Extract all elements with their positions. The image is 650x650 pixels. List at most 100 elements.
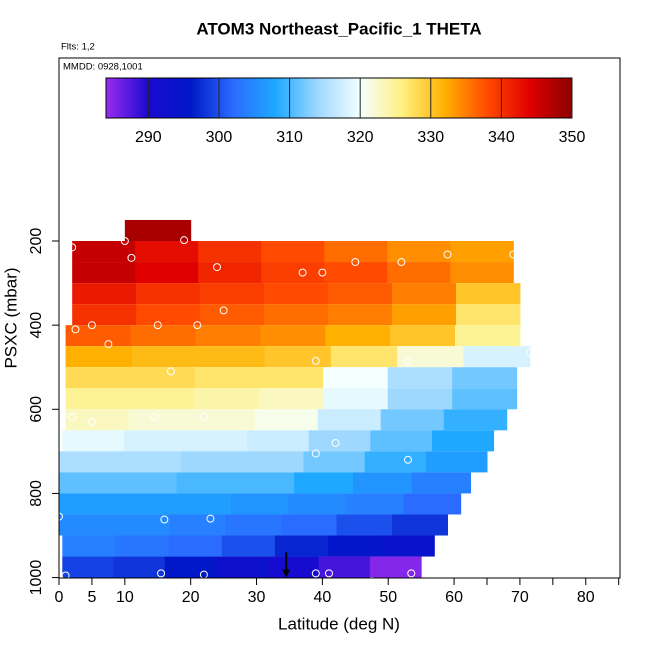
curtain-cell [198,346,266,368]
curtain-cell [403,493,462,515]
curtain-cell [352,472,413,494]
curtain-cell [324,262,388,284]
curtain-cell [136,304,201,326]
flight-point [219,306,228,315]
curtain-cell [328,283,393,305]
curtain-cell [198,241,262,263]
flight-point [193,321,202,330]
y-tick-label: 1000 [28,560,45,596]
flight-point [87,321,96,330]
curtain-cell [280,514,337,536]
curtain-cell [130,367,195,389]
colorbar [105,77,573,119]
curtain-cell [242,451,305,473]
curtain-cell [65,325,131,347]
x-tick-label: 5 [87,589,96,606]
curtain-cell [323,388,389,410]
curtain-cell [455,304,521,326]
curtain-cell [72,283,137,305]
colorbar-tick-label: 330 [417,129,444,146]
curtain-cell [59,451,121,473]
x-tick-label: 20 [182,589,200,606]
flight-point [318,268,327,277]
curtain-cell [62,535,116,557]
chart-title: ATOM3 Northeast_Pacific_1 THETA [196,19,481,38]
y-tick-label: 800 [28,480,45,507]
colorbar-tick-label: 350 [559,129,586,146]
curtain-cell [264,346,332,368]
curtain-cell [258,367,324,389]
flight-point [213,263,222,272]
curtain-cell [318,556,371,578]
flight-point [509,250,518,259]
curtain-cell [168,535,223,557]
curtain-cell [124,219,159,242]
curtain-cell [72,262,136,284]
curtain-cell [450,241,514,263]
flight-point [403,356,412,365]
curtain-cell [330,346,398,368]
curtain-cell [164,556,217,578]
curtain-cell [191,409,256,431]
flight-point [525,348,534,357]
y-tick-label: 400 [28,312,45,339]
curtain-cell [452,388,518,410]
flight-point [61,571,70,580]
curtain-cell [176,472,236,494]
curtain-cell [254,409,319,431]
x-tick-label: 80 [577,589,595,606]
curtain-cell [157,219,192,242]
curtain-cell [135,262,199,284]
curtain-cell [391,514,448,536]
curtain-cell [288,493,347,515]
curtain-cell [231,493,290,515]
curtain-cell [72,304,137,326]
x-tick-label: 30 [248,589,266,606]
curtain-cell [452,367,518,389]
curtain-cell [59,514,115,536]
curtain-cell [62,556,115,578]
curtain-cell [455,325,521,347]
flight-point [298,268,307,277]
curtain-cell [131,346,199,368]
curtain-cell [130,325,196,347]
curtain-cell [411,472,472,494]
curtain-cell [113,556,166,578]
flight-point [367,576,376,585]
x-tick-label: 70 [511,589,529,606]
flight-point [403,455,412,464]
curtain-cell [135,241,199,263]
location-arrowhead [282,569,291,578]
flight-point [68,243,77,252]
flight-point [180,236,189,245]
flight-point [153,321,162,330]
flight-point [68,412,77,421]
y-tick-label: 600 [28,396,45,423]
flight-point [397,258,406,267]
curtain-cell [455,283,521,305]
flight-point [324,569,333,578]
x-tick-label: 10 [116,589,134,606]
curtain-cell [294,472,354,494]
curtain-cell [185,430,248,452]
curtain-cell [450,262,514,284]
flight-point [351,258,360,267]
flight-point [87,417,96,426]
x-axis-label: Latitude (deg N) [278,614,400,633]
colorbar-tick-label: 290 [135,129,162,146]
flight-point [199,412,208,421]
x-tick-label: 40 [313,589,331,606]
curtain-cell [115,535,170,557]
curtain-cell [65,388,131,410]
curtain-cell [317,409,382,431]
curtain-cell [200,304,265,326]
curtain-cell [225,514,282,536]
curtain-cell [267,556,320,578]
curtain-cell [198,262,262,284]
curtain-cell [261,241,325,263]
curtain-cell [235,472,295,494]
colorbar-tick-label: 340 [488,129,515,146]
curtain-cell [364,451,427,473]
flight-point [150,412,159,421]
